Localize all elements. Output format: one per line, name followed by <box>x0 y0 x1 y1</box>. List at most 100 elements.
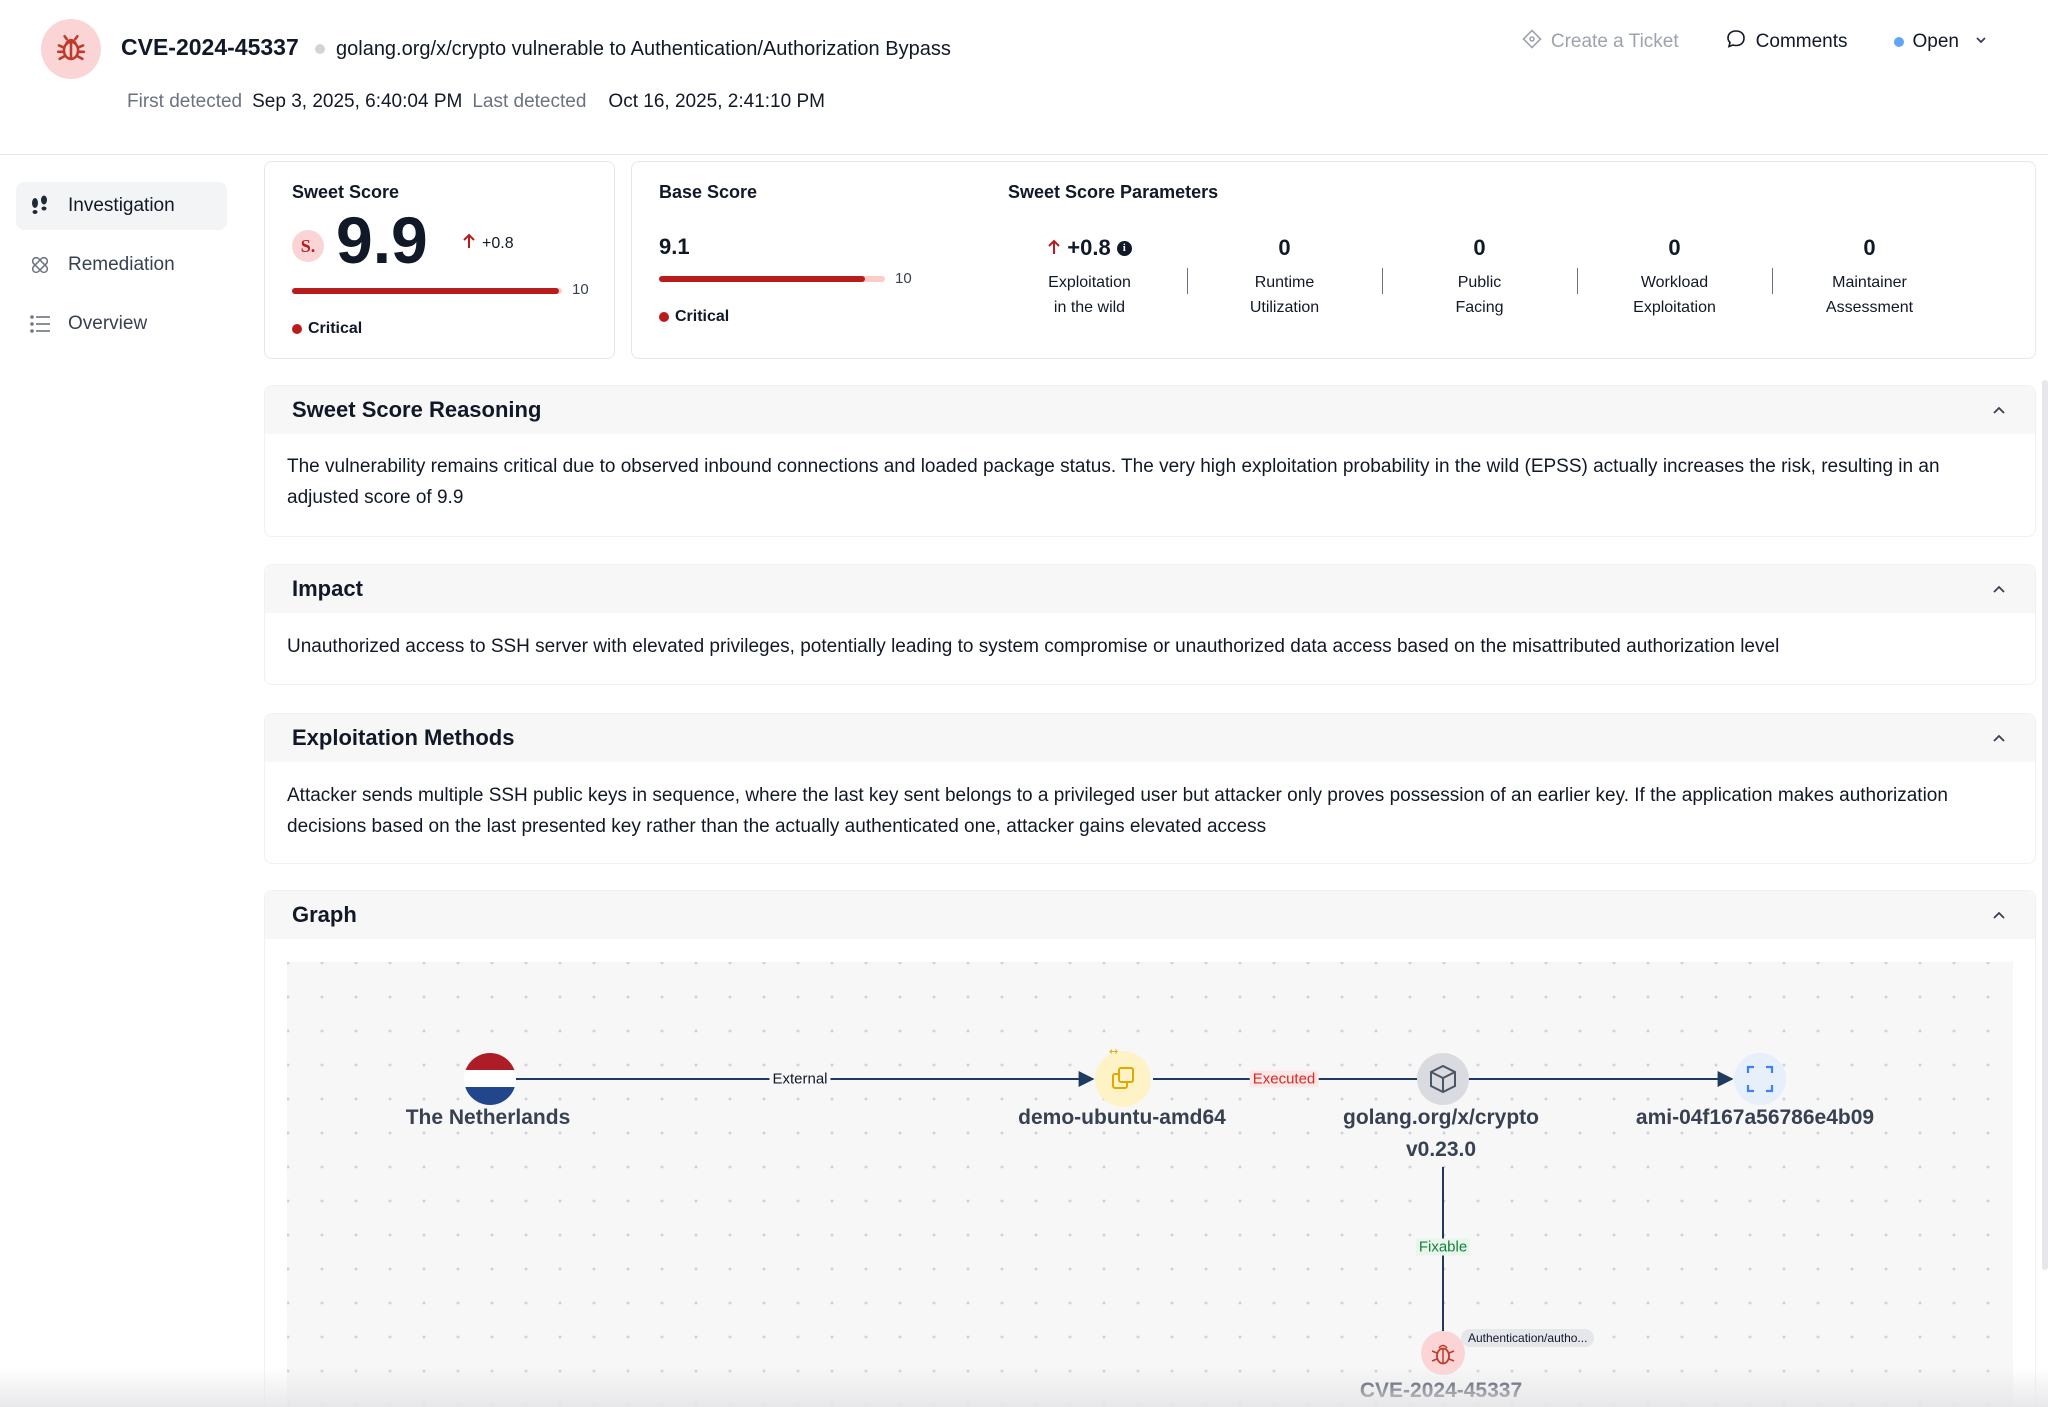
ticket-icon <box>1522 29 1542 55</box>
param-value: 0 <box>1668 235 1681 260</box>
status-dropdown[interactable]: Open <box>1893 31 1988 53</box>
severity-dot <box>292 324 302 334</box>
last-detected-value: Oct 16, 2025, 2:41:10 PM <box>608 91 825 112</box>
section-title: Graph <box>292 902 357 927</box>
scan-frame-icon[interactable] <box>1734 1053 1786 1105</box>
severity-dot <box>659 312 669 322</box>
svg-text:↔: ↔ <box>1109 1045 1118 1058</box>
delta-value: +0.8 <box>482 234 514 252</box>
exploitation-text: Attacker sends multiple SSH public keys … <box>287 785 1948 837</box>
create-ticket-label: Create a Ticket <box>1550 31 1679 52</box>
page-header: CVE-2024-45337 golang.org/x/crypto vulne… <box>0 0 2048 155</box>
sweet-score-delta: +0.8 <box>462 233 514 254</box>
arrow-up-icon <box>1047 235 1061 261</box>
package-cube-icon[interactable] <box>1417 1053 1469 1105</box>
base-severity: Critical <box>659 308 729 326</box>
node-label-ami: ami-04f167a56786e4b09 <box>1635 1106 1875 1129</box>
cve-tag-pill: Authentication/autho... <box>1461 1329 1595 1347</box>
param-value: 0 <box>1278 235 1291 260</box>
cve-title: golang.org/x/crypto vulnerable to Authen… <box>336 38 951 60</box>
node-label-country: The Netherlands <box>405 1106 571 1129</box>
edge-label-fixable: Fixable <box>1415 1238 1471 1256</box>
graph-section: Graph <box>264 890 2036 1407</box>
sweet-score-bar-fill <box>292 288 560 294</box>
sweet-score-value: 9.9 <box>336 203 428 277</box>
severity-label: Critical <box>675 308 730 325</box>
cve-id: CVE-2024-45337 <box>121 34 299 60</box>
node-label-host: demo-ubuntu-amd64 <box>1018 1106 1226 1129</box>
comments-label: Comments <box>1755 31 1848 52</box>
exploitation-section: Exploitation Methods Attacker sends mult… <box>264 713 2036 864</box>
page-scrollbar[interactable] <box>2042 380 2048 1270</box>
netherlands-flag-icon[interactable] <box>464 1053 516 1105</box>
create-ticket-button[interactable]: Create a Ticket <box>1522 29 1679 55</box>
param-label-line1: Public <box>1457 274 1502 291</box>
chevron-down-icon <box>1974 31 1988 53</box>
base-score-bar-fill <box>659 276 865 282</box>
graph-canvas[interactable]: ↔ <box>287 962 2013 1407</box>
section-title: Exploitation Methods <box>292 725 515 750</box>
chevron-up-icon <box>1993 585 2005 593</box>
sidebar: Investigation Remediation Overview <box>16 182 227 359</box>
base-score-bar <box>659 276 885 282</box>
first-detected-label: First detected <box>127 91 243 112</box>
base-score-value: 9.1 <box>659 234 690 259</box>
base-score-max: 10 <box>895 270 912 287</box>
host-container-icon[interactable]: ↔ <box>1095 1045 1151 1107</box>
param-label-line1: Exploitation <box>1048 274 1131 291</box>
chevron-up-icon <box>1993 734 2005 742</box>
severity-label: Critical <box>308 320 363 337</box>
sweet-score-bar <box>292 288 562 294</box>
param-label-line1: Runtime <box>1254 274 1315 291</box>
param-runtime-utilization: 0 Runtime Utilization <box>1187 234 1382 320</box>
comments-button[interactable]: Comments <box>1725 28 1848 56</box>
sweet-score-max: 10 <box>572 281 589 298</box>
comment-icon <box>1725 28 1747 56</box>
package-name: golang.org/x/crypto <box>1342 1106 1540 1129</box>
node-label-cve: CVE-2024-45337 <box>1359 1379 1523 1402</box>
impact-section-header[interactable]: Impact <box>265 565 2035 613</box>
sweet-logo-icon: S. <box>292 230 324 262</box>
sidebar-item-overview[interactable]: Overview <box>16 300 227 348</box>
param-public-facing: 0 Public Facing <box>1382 234 1577 320</box>
param-label-line2: Exploitation <box>1633 299 1716 316</box>
section-title: Sweet Score Reasoning <box>292 397 542 422</box>
param-label-line2: Facing <box>1455 299 1504 316</box>
sidebar-item-label: Investigation <box>68 195 175 216</box>
status-label: Open <box>1912 31 1959 52</box>
base-score-label: Base Score <box>659 182 758 202</box>
list-icon <box>28 312 52 336</box>
detection-meta: First detected Sep 3, 2025, 6:40:04 PM L… <box>127 91 825 113</box>
param-label-line1: Maintainer <box>1832 274 1907 291</box>
last-detected-label: Last detected <box>472 91 587 112</box>
sidebar-item-investigation[interactable]: Investigation <box>16 182 227 230</box>
base-score-card: Base Score 9.1 10 Critical Sweet Score P… <box>631 161 2036 359</box>
edge-label-external: External <box>769 1070 831 1088</box>
param-maintainer-assessment: 0 Maintainer Assessment <box>1772 234 1967 320</box>
impact-section: Impact Unauthorized access to SSH server… <box>264 564 2036 685</box>
sweet-severity: Critical <box>292 320 362 338</box>
chevron-up-icon <box>1993 406 2005 414</box>
reasoning-section-header[interactable]: Sweet Score Reasoning <box>265 386 2035 434</box>
exploitation-section-header[interactable]: Exploitation Methods <box>265 714 2035 762</box>
cve-bug-icon[interactable] <box>1421 1331 1465 1375</box>
param-label-line1: Workload <box>1640 274 1709 291</box>
sweet-score-label: Sweet Score <box>292 182 400 202</box>
status-dot <box>1893 37 1904 47</box>
param-label-line2: in the wild <box>1053 299 1126 316</box>
sidebar-item-label: Overview <box>68 313 148 334</box>
footprints-icon <box>28 194 52 218</box>
title-separator-dot <box>315 44 325 54</box>
param-value: +0.8 <box>1067 235 1111 260</box>
sidebar-item-label: Remediation <box>68 254 175 275</box>
param-label-line2: Utilization <box>1249 299 1320 316</box>
parameters-row: +0.8 i Exploitation in the wild 0 Runtime… <box>992 234 1967 320</box>
info-icon[interactable]: i <box>1116 240 1132 256</box>
parameters-label: Sweet Score Parameters <box>1008 182 1219 202</box>
param-label-line2: Assessment <box>1825 299 1914 316</box>
graph-section-header[interactable]: Graph <box>265 891 2035 939</box>
sidebar-item-remediation[interactable]: Remediation <box>16 241 227 289</box>
impact-text: Unauthorized access to SSH server with e… <box>287 636 1780 657</box>
edge-label-executed: Executed <box>1249 1070 1319 1088</box>
param-exploitation-in-the-wild: +0.8 i Exploitation in the wild <box>992 234 1187 320</box>
